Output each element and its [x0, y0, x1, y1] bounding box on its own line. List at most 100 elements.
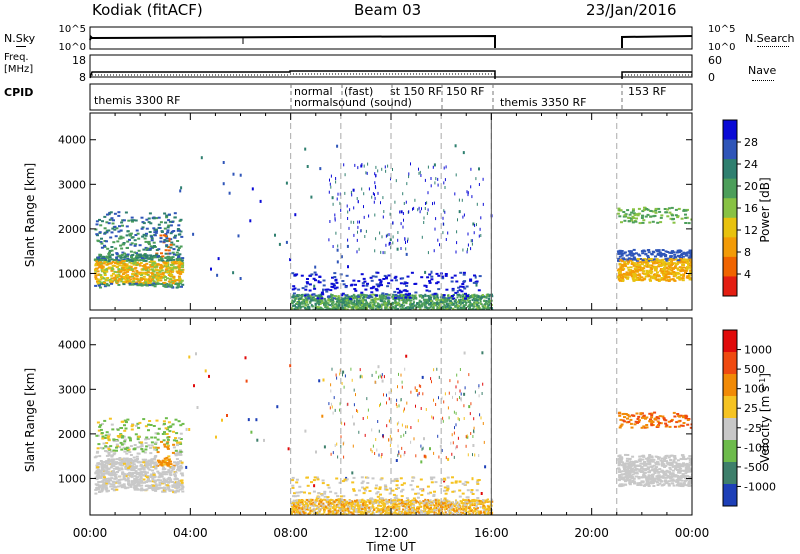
- echo-cell: [345, 301, 348, 303]
- echo-cell: [117, 462, 121, 464]
- echo-cell: [97, 256, 100, 259]
- echo-cell: [391, 295, 394, 298]
- echo-cell: [325, 308, 328, 310]
- echo-cell: [447, 457, 450, 461]
- echo-cell: [357, 304, 360, 307]
- echo-cell: [115, 458, 119, 461]
- echo-cell: [294, 306, 297, 309]
- echo-cell: [177, 255, 181, 258]
- echo-cell: [180, 285, 183, 288]
- echo-cell: [169, 281, 173, 284]
- echo-cell: [168, 430, 172, 433]
- echo-cell: [643, 258, 647, 260]
- echo-cell: [156, 438, 160, 441]
- echo-cell: [644, 275, 648, 278]
- echo-cell: [428, 298, 431, 300]
- echo-cell: [179, 270, 183, 273]
- echo-cell: [107, 252, 111, 255]
- echo-cell: [139, 481, 143, 484]
- echo-cell: [461, 198, 463, 202]
- echo-cell: [445, 300, 448, 303]
- echo-cell: [450, 296, 452, 299]
- echo-cell: [400, 210, 403, 214]
- echo-cell: [444, 274, 448, 277]
- echo-cell: [291, 296, 294, 299]
- echo-cell: [123, 438, 127, 441]
- echo-cell: [164, 488, 168, 491]
- echo-cell: [447, 304, 449, 307]
- echo-cell: [619, 279, 622, 282]
- echo-cell: [619, 266, 623, 269]
- echo-cell: [159, 264, 163, 267]
- echo-cell: [138, 264, 142, 267]
- echo-cell: [466, 250, 468, 254]
- echo-cell: [332, 305, 334, 308]
- echo-cell: [371, 303, 374, 306]
- echo-cell: [347, 238, 349, 242]
- echo-cell: [96, 262, 100, 265]
- echo-cell: [326, 302, 329, 305]
- echo-cell: [108, 211, 112, 214]
- echo-cell: [316, 305, 319, 308]
- echo-cell: [123, 271, 127, 274]
- echo-cell: [160, 266, 164, 269]
- echo-cell: [133, 485, 137, 488]
- echo-cell: [102, 482, 106, 485]
- echo-cell: [461, 285, 465, 288]
- echo-cell: [158, 270, 162, 273]
- echo-cell: [167, 426, 171, 429]
- echo-cell: [232, 271, 235, 275]
- echo-cell: [153, 464, 157, 467]
- echo-cell: [169, 463, 173, 466]
- echo-cell: [109, 474, 113, 477]
- echo-cell: [437, 288, 441, 291]
- echo-cell: [446, 300, 449, 303]
- echo-cell: [171, 279, 175, 282]
- echo-cell: [120, 247, 124, 250]
- echo-cell: [294, 307, 297, 310]
- echo-cell: [143, 237, 147, 240]
- echo-cell: [684, 272, 687, 274]
- echo-cell: [319, 303, 322, 305]
- echo-cell: [116, 279, 120, 282]
- echo-cell: [404, 237, 406, 241]
- echo-cell: [126, 255, 129, 258]
- echo-cell: [407, 237, 409, 241]
- echo-cell: [352, 302, 355, 305]
- echo-cell: [374, 298, 377, 301]
- echo-cell: [684, 213, 687, 216]
- echo-cell: [489, 306, 492, 309]
- echo-cell: [315, 450, 317, 454]
- echo-cell: [671, 214, 674, 217]
- echo-cell: [385, 243, 387, 247]
- echo-cell: [170, 230, 174, 233]
- echo-cell: [167, 421, 171, 424]
- echo-cell: [652, 266, 655, 269]
- echo-cell: [426, 201, 428, 205]
- echo-cell: [111, 260, 115, 263]
- echo-cell: [619, 273, 623, 276]
- echo-cell: [147, 271, 150, 274]
- echo-cell: [429, 299, 432, 302]
- echo-cell: [166, 484, 170, 487]
- echo-cell: [136, 232, 140, 235]
- echo-cell: [622, 211, 626, 213]
- echo-cell: [112, 241, 116, 244]
- echo-cell: [136, 256, 140, 259]
- echo-cell: [410, 299, 413, 302]
- echo-cell: [670, 264, 673, 267]
- echo-cell: [344, 304, 347, 307]
- echo-cell: [113, 276, 117, 279]
- echo-cell: [423, 437, 425, 441]
- echo-cell: [443, 166, 445, 170]
- echo-cell: [140, 441, 144, 444]
- echo-cell: [130, 473, 134, 476]
- echo-cell: [689, 261, 692, 264]
- echo-cell: [165, 283, 169, 286]
- echo-cell: [491, 513, 494, 515]
- echo-cell: [139, 259, 143, 262]
- echo-cell: [672, 273, 676, 275]
- echo-cell: [166, 478, 170, 481]
- echo-cell: [387, 282, 391, 285]
- echo-cell: [617, 207, 621, 210]
